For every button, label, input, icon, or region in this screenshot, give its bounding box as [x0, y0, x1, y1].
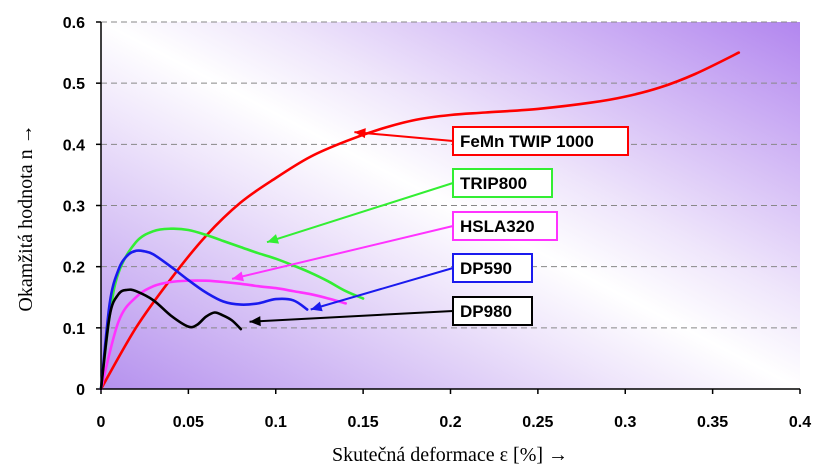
x-tick-label: 0.3: [614, 414, 636, 431]
series-label: TRIP800: [460, 174, 527, 193]
label-arrowhead: [232, 271, 244, 282]
label-arrow: [354, 131, 454, 142]
label-arrowhead: [354, 128, 366, 139]
series-lines: [99, 51, 741, 391]
y-tick-label: 0.2: [63, 260, 85, 277]
y-tick-label: 0.3: [63, 199, 85, 216]
x-tick-label: 0.4: [789, 414, 811, 431]
y-tick-labels: 0 0.1 0.2 0.3 0.4 0.5 0.6: [63, 15, 85, 399]
series-labels: FeMn TWIP 1000 TRIP800 HSLA320 DP590 DP980: [231, 126, 629, 327]
y-tick-label: 0.1: [63, 321, 85, 338]
series-label: DP590: [460, 259, 512, 278]
series-label: HSLA320: [460, 217, 535, 236]
series-label: FeMn TWIP 1000: [460, 132, 594, 151]
label-arrowhead: [249, 316, 261, 327]
series-label-box: [452, 211, 558, 241]
y-tick-label: 0.5: [63, 76, 85, 93]
y-tick-label: 0.6: [63, 15, 85, 32]
series-label-box: [452, 253, 533, 283]
x-tick-labels: 0 0.05 0.1 0.15 0.2 0.25 0.3 0.35 0.4: [97, 414, 812, 431]
x-tick-label: 0.25: [522, 414, 553, 431]
y-tick-label: 0.4: [63, 137, 85, 154]
label-arrow: [310, 267, 454, 311]
x-tick-label: 0: [97, 414, 106, 431]
series-label-box: [452, 168, 553, 198]
axes: [96, 21, 801, 394]
x-tick-label: 0.35: [697, 414, 728, 431]
x-axis-title: Skutečná deformace ε [%] →: [332, 444, 568, 466]
label-arrowhead: [310, 301, 323, 312]
x-tick-label: 0.1: [265, 414, 287, 431]
y-axis-title: Okamžitá hodnota n →: [15, 124, 37, 311]
label-arrow: [266, 182, 454, 244]
x-tick-label: 0.2: [439, 414, 461, 431]
x-tick-label: 0.05: [173, 414, 204, 431]
series-line-dp980: [99, 288, 243, 391]
label-arrow: [231, 225, 454, 280]
label-arrowhead: [267, 234, 280, 244]
series-line-hsla320: [99, 279, 347, 391]
grid-lines: [101, 21, 800, 329]
y-tick-label: 0: [76, 382, 85, 399]
series-line-femn-twip-1000: [99, 51, 741, 391]
label-arrow: [249, 310, 454, 323]
series-label-box: [452, 126, 629, 156]
series-label-box: [452, 296, 533, 326]
x-tick-label: 0.15: [348, 414, 379, 431]
series-line-trip800: [99, 227, 365, 391]
series-label: DP980: [460, 302, 512, 321]
series-line-dp590: [99, 249, 309, 391]
